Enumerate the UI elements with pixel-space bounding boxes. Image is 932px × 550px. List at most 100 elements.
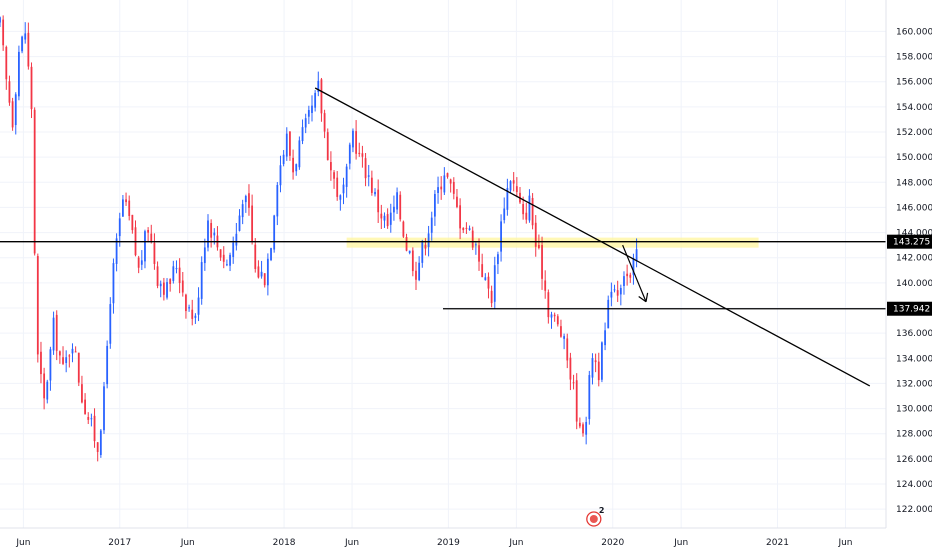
candle-body — [125, 199, 127, 203]
time-tick-label: 2018 — [273, 538, 296, 548]
candle-body — [103, 386, 105, 431]
candle-body — [276, 185, 279, 217]
candle — [333, 170, 335, 189]
candle — [380, 204, 383, 229]
candle-body — [556, 316, 559, 325]
descending-trendline[interactable] — [314, 87, 871, 387]
candle — [156, 261, 159, 289]
candle — [389, 203, 392, 233]
price-tick-label: 132.000 — [896, 379, 932, 389]
candle-body — [383, 215, 386, 221]
candle — [563, 333, 566, 350]
candle — [241, 199, 244, 225]
candle — [46, 379, 49, 404]
candle — [131, 214, 134, 234]
candle-body — [619, 287, 622, 295]
candle-body — [411, 250, 414, 272]
candle-body — [14, 94, 17, 126]
candle — [440, 176, 443, 200]
event-marker-layer[interactable]: 2 — [586, 506, 605, 527]
time-axis[interactable]: Jun 2017 Jun 2018 Jun 2019 Jun 2020 Jun 2021 Jun — [15, 538, 852, 548]
candle — [197, 287, 200, 322]
forecast-arrow[interactable] — [622, 244, 649, 303]
candle-body — [503, 208, 506, 221]
candle-body — [263, 273, 266, 286]
candle — [172, 260, 175, 284]
candle — [153, 233, 156, 270]
candle-body — [594, 360, 597, 363]
candle-body — [616, 290, 619, 296]
candle-body — [481, 264, 484, 277]
candle-body — [433, 193, 436, 217]
candle-body — [386, 214, 389, 227]
price-tick-label: 148.000 — [896, 178, 932, 188]
candle-body — [304, 118, 307, 128]
price-tick-label: 124.000 — [896, 480, 932, 490]
candle-body — [144, 231, 146, 262]
candle-body — [380, 213, 383, 219]
candle — [370, 170, 373, 196]
price-tick-label: 136.000 — [896, 329, 932, 339]
time-tick-label: Jun — [180, 538, 195, 548]
candle-body — [430, 217, 433, 233]
candle-body — [248, 193, 250, 208]
candle-body — [62, 357, 64, 364]
candle-body — [311, 105, 313, 113]
candle — [185, 293, 187, 319]
candle-body — [465, 227, 468, 229]
candle-body — [226, 264, 228, 266]
candle — [345, 163, 348, 198]
candle — [597, 352, 600, 387]
price-axis[interactable]: 122.000 124.000 126.000 128.000 130.000 132.0… — [896, 27, 932, 515]
candle-body — [210, 223, 213, 238]
candle-body — [27, 32, 30, 67]
candle-body — [572, 382, 575, 384]
candle-body — [405, 237, 408, 251]
candle-body — [43, 373, 46, 399]
candle-body — [389, 212, 392, 225]
candle — [55, 310, 58, 361]
candle-body — [440, 186, 443, 190]
candles-layer — [0, 15, 638, 462]
candle — [443, 167, 446, 196]
candle — [103, 381, 105, 434]
candle — [0, 16, 1, 27]
candle — [367, 164, 370, 187]
candle — [93, 408, 96, 448]
candle — [125, 192, 127, 206]
candle — [355, 120, 358, 160]
candle-body — [339, 195, 342, 200]
candle-body — [361, 153, 364, 157]
candle — [415, 261, 417, 290]
candle-body — [65, 357, 68, 363]
candle-body — [21, 36, 23, 52]
candle-body — [270, 248, 272, 261]
candle — [358, 142, 361, 157]
candle — [585, 416, 588, 445]
candle — [572, 374, 575, 390]
candle-body — [490, 290, 493, 304]
candle — [90, 413, 93, 427]
price-tick-label: 130.000 — [896, 405, 932, 415]
candle-body — [396, 192, 398, 210]
candle-body — [122, 199, 124, 217]
candle — [478, 238, 480, 271]
candle — [33, 107, 36, 256]
candle — [311, 95, 313, 122]
candle — [578, 417, 581, 429]
candle — [99, 428, 102, 458]
candle-body — [604, 330, 606, 346]
candle — [147, 227, 150, 243]
candle — [194, 313, 197, 324]
candle — [509, 180, 512, 194]
candle-body — [575, 380, 578, 422]
candle-body — [544, 280, 547, 291]
candle — [377, 179, 380, 223]
candle — [433, 190, 436, 226]
candle-body — [582, 424, 584, 434]
candle-body — [377, 189, 380, 213]
candle-body — [484, 277, 487, 281]
candle — [84, 393, 86, 415]
candle-body — [547, 292, 550, 318]
